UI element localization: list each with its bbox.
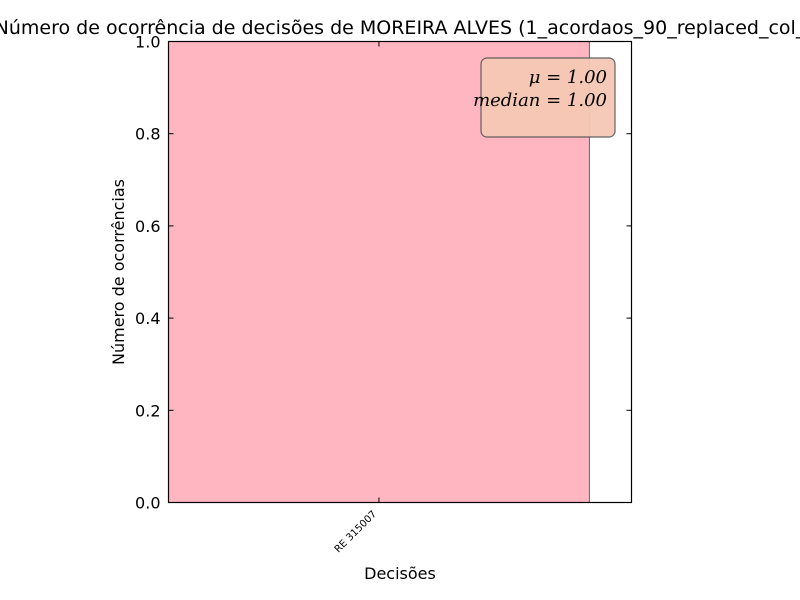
- plot-frame: [167, 40, 633, 504]
- y-tick-label: 0.6: [135, 217, 160, 236]
- chart-title: Número de ocorrência de decisões de MORE…: [0, 17, 800, 39]
- y-tick-label: 0.0: [135, 494, 160, 513]
- x-axis-label: Decisões: [364, 564, 436, 583]
- y-tick-label: 0.2: [135, 401, 160, 420]
- y-tick-label: 0.4: [135, 309, 160, 328]
- stats-median-label: median = 1.00: [473, 90, 607, 111]
- stats-legend-box: μ = 1.00 median = 1.00: [473, 57, 616, 138]
- y-axis-label: Número de ocorrências: [109, 179, 128, 365]
- y-tick-label: 0.8: [135, 125, 160, 144]
- y-tick-label: 1.0: [135, 33, 160, 52]
- stats-mean-label: μ = 1.00: [529, 67, 607, 88]
- stats-box-background: [480, 57, 616, 138]
- y-ticks-group: 0.0 0.2 0.4 0.6 0.8 1.0: [135, 33, 632, 513]
- x-tick-label: RE 315007: [333, 509, 379, 555]
